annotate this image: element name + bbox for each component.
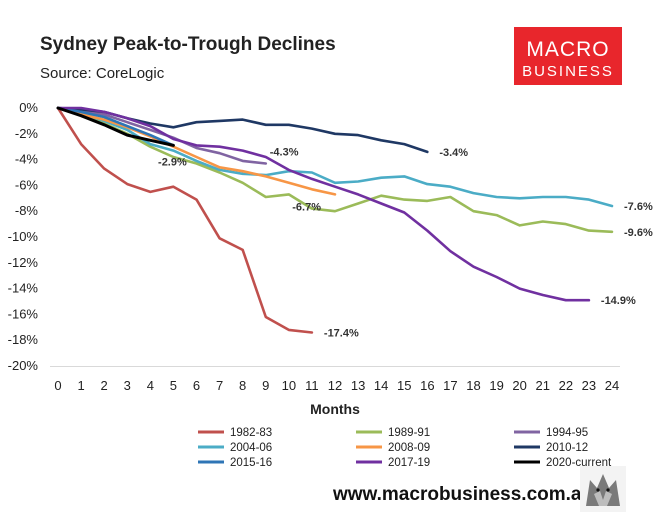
legend-label-2008-09: 2008-09 <box>388 442 430 454</box>
legend-label-1989-91: 1989-91 <box>388 427 430 439</box>
x-tick-label: 17 <box>443 378 457 393</box>
x-tick-label: 13 <box>351 378 365 393</box>
series-line-2015-16 <box>56 106 175 147</box>
x-tick-label: 22 <box>559 378 573 393</box>
legend: 1982-83 1989-91 1994-95 2004-06 2008-09 2010-… <box>198 427 612 469</box>
y-tick-label: 0% <box>19 100 38 115</box>
y-tick-label: -4% <box>15 152 39 167</box>
series-line-2017-19 <box>56 106 591 302</box>
series-line-2008-09 <box>56 106 337 196</box>
x-tick-label: 24 <box>605 378 619 393</box>
x-tick-label: 14 <box>374 378 388 393</box>
data-label: -6.7% <box>292 201 321 213</box>
x-tick-label: 23 <box>582 378 596 393</box>
data-label: -4.3% <box>270 146 299 158</box>
x-tick-label: 10 <box>282 378 296 393</box>
series-line-2004-06 <box>56 106 614 208</box>
chart-subtitle: Source: CoreLogic <box>40 65 165 82</box>
x-tick-label: 19 <box>489 378 503 393</box>
data-label: -2.9% <box>158 156 187 168</box>
logo-line1: MACRO <box>526 38 609 61</box>
x-tick-label: 18 <box>466 378 480 393</box>
logo-background <box>514 27 622 85</box>
y-tick-label: -8% <box>15 203 39 218</box>
x-tick-label: 5 <box>170 378 177 393</box>
y-axis: 0% -2% -4% -6% -8% -10% -12% -14% -16% -18% -20% <box>8 100 39 373</box>
y-tick-label: -10% <box>8 229 39 244</box>
x-tick-label: 7 <box>216 378 223 393</box>
y-tick-label: -18% <box>8 332 39 347</box>
x-axis-label: Months <box>310 401 360 417</box>
x-tick-label: 20 <box>512 378 526 393</box>
logo: MACRO BUSINESS <box>514 27 622 85</box>
y-tick-label: -2% <box>15 126 39 141</box>
y-tick-label: -20% <box>8 358 39 373</box>
x-axis: 0 1 2 3 4 5 6 7 8 9 10 11 12 13 14 15 16 17 18 19 20 21 22 23 24 <box>50 366 620 393</box>
y-tick-label: -12% <box>8 255 39 270</box>
website-url: www.macrobusiness.com.au <box>332 484 593 505</box>
legend-label-2010-12: 2010-12 <box>546 442 588 454</box>
x-tick-label: 16 <box>420 378 434 393</box>
x-tick-label: 1 <box>77 378 84 393</box>
x-tick-label: 15 <box>397 378 411 393</box>
annotation-layer: -17.4% -9.6% -4.3% -7.6% -6.7% -3.4% -14.9% -2.… <box>158 146 653 339</box>
y-tick-label: -16% <box>8 306 39 321</box>
y-tick-label: -6% <box>15 177 39 192</box>
series-layer <box>56 106 614 334</box>
series-line-1989-91 <box>56 106 614 234</box>
x-tick-label: 6 <box>193 378 200 393</box>
x-tick-label: 12 <box>328 378 342 393</box>
wolf-icon <box>580 466 626 512</box>
chart-title: Sydney Peak-to-Trough Declines <box>40 34 336 55</box>
x-tick-label: 8 <box>239 378 246 393</box>
x-tick-label: 11 <box>305 378 319 393</box>
series-line-1982-83 <box>56 106 314 334</box>
data-label: -7.6% <box>624 201 653 213</box>
x-tick-label: 3 <box>124 378 131 393</box>
data-label: -3.4% <box>439 147 468 159</box>
logo-line2: BUSINESS <box>522 63 614 80</box>
y-tick-label: -14% <box>8 281 39 296</box>
x-tick-label: 21 <box>536 378 550 393</box>
legend-label-2015-16: 2015-16 <box>230 457 272 469</box>
x-tick-label: 4 <box>147 378 154 393</box>
series-line-2020-current <box>56 106 175 147</box>
legend-label-2004-06: 2004-06 <box>230 442 272 454</box>
data-label: -14.9% <box>601 295 636 307</box>
x-tick-label: 9 <box>262 378 269 393</box>
legend-label-2017-19: 2017-19 <box>388 457 430 469</box>
legend-label-1982-83: 1982-83 <box>230 427 272 439</box>
data-label: -17.4% <box>324 327 359 339</box>
x-tick-label: 0 <box>54 378 61 393</box>
legend-label-1994-95: 1994-95 <box>546 427 588 439</box>
x-tick-label: 2 <box>101 378 108 393</box>
data-label: -9.6% <box>624 227 653 239</box>
